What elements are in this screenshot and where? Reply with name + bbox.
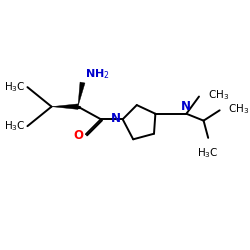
Text: H$_3$C: H$_3$C xyxy=(198,146,219,160)
Polygon shape xyxy=(78,82,85,107)
Polygon shape xyxy=(52,104,78,110)
Text: N: N xyxy=(111,112,121,124)
Text: H$_3$C: H$_3$C xyxy=(4,119,26,133)
Text: CH$_3$: CH$_3$ xyxy=(208,88,229,102)
Text: CH$_3$: CH$_3$ xyxy=(228,102,250,116)
Text: O: O xyxy=(73,129,83,142)
Text: N: N xyxy=(181,100,191,112)
Text: NH$_2$: NH$_2$ xyxy=(85,67,110,81)
Text: H$_3$C: H$_3$C xyxy=(4,80,26,94)
